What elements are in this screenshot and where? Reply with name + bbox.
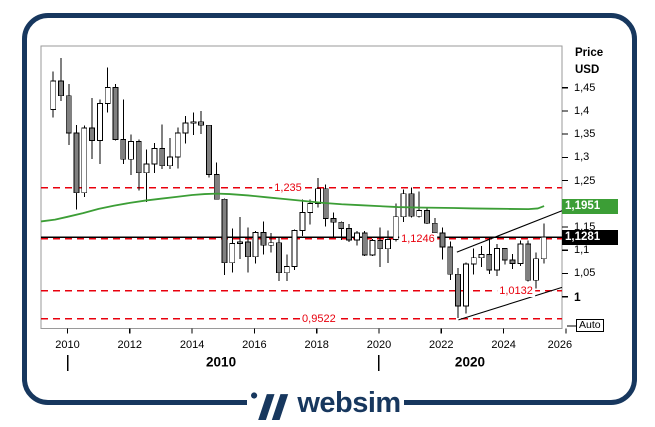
candle-body	[151, 147, 158, 165]
candle-body	[65, 95, 72, 134]
candle-body	[501, 248, 508, 261]
candle-body	[198, 121, 205, 126]
candle-body	[244, 241, 251, 258]
candle-body	[283, 266, 290, 274]
candle-body	[385, 238, 391, 250]
moving-average-line	[40, 192, 545, 223]
candle-body	[50, 80, 57, 110]
candle-body	[525, 243, 532, 281]
candle-body	[237, 241, 243, 244]
candle-body	[353, 232, 360, 241]
candle-body	[291, 230, 298, 267]
candle-body	[307, 203, 314, 213]
candle-body	[104, 87, 111, 104]
candle-body	[174, 132, 181, 158]
candle-body	[517, 243, 524, 264]
candle-body	[509, 259, 516, 264]
candle-body	[377, 239, 384, 250]
candle-body	[97, 103, 103, 141]
auto-scale-button[interactable]: Auto	[576, 319, 604, 332]
websim-glyph-icon	[251, 392, 289, 421]
candle-body	[455, 273, 462, 307]
candle-body	[276, 242, 282, 274]
candle-body	[424, 210, 430, 224]
candle-body	[229, 243, 236, 264]
candle-body	[268, 242, 275, 246]
candle-body	[81, 127, 88, 194]
candle-body	[190, 121, 197, 124]
candle-body	[408, 193, 415, 217]
candle-body	[182, 122, 189, 134]
candle-body	[533, 258, 539, 281]
candle-body	[439, 232, 446, 248]
candle-body	[369, 239, 376, 256]
candle-body	[315, 188, 321, 204]
candle-body	[213, 174, 220, 200]
candles	[50, 57, 547, 319]
candle-body	[89, 127, 96, 141]
candle-body	[416, 210, 423, 217]
brand-logo: websim	[247, 384, 404, 427]
candle-body	[361, 232, 368, 256]
candle-body	[128, 141, 134, 160]
candle-body	[221, 198, 228, 264]
candle-body	[143, 163, 150, 174]
candle-body	[486, 254, 493, 271]
candle-body	[346, 228, 352, 241]
candle-body	[299, 212, 306, 231]
candle-body	[470, 257, 477, 265]
candle-body	[58, 80, 64, 97]
candle-body	[73, 132, 80, 194]
candle-body	[260, 232, 267, 246]
candle-body	[112, 87, 119, 140]
candle-body	[252, 232, 259, 258]
candle-body	[540, 236, 547, 260]
trendline	[458, 286, 563, 321]
candle-body	[330, 218, 337, 223]
brand-name: websim	[297, 387, 401, 419]
candle-body	[392, 216, 399, 240]
candle-body	[463, 263, 469, 307]
candle-body	[120, 138, 127, 160]
candle-body	[206, 124, 212, 175]
candle-body	[159, 147, 166, 167]
candle-body	[338, 221, 345, 229]
candle-body	[135, 141, 142, 174]
candle-body	[400, 193, 407, 218]
candle-body	[167, 156, 173, 167]
candle-body	[494, 248, 500, 271]
trendline	[456, 210, 563, 253]
candle-body	[447, 246, 454, 275]
candle-body	[478, 254, 485, 259]
candle-body	[431, 222, 438, 234]
